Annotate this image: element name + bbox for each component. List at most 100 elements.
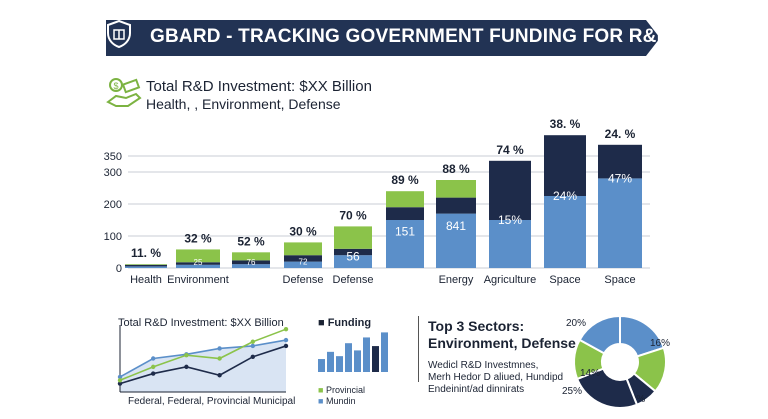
- data-point: [283, 326, 289, 332]
- bar-top-label: 38. %: [550, 117, 581, 131]
- svg-text:$: $: [113, 81, 118, 91]
- bar-segment: [284, 242, 322, 256]
- funding-bar: [327, 351, 334, 372]
- data-point: [217, 373, 222, 378]
- data-point: [250, 354, 255, 360]
- x-tick-label: Space: [549, 274, 580, 286]
- bar-segment: [232, 264, 270, 268]
- legend-item-mundin: ■ Mundin: [318, 396, 356, 406]
- funding-bar: [345, 343, 352, 372]
- data-point: [117, 381, 123, 386]
- y-tick-label: 300: [104, 167, 122, 179]
- y-tick-label: 350: [104, 151, 122, 163]
- top3-title-line1: Top 3 Sectors:: [428, 318, 525, 334]
- bar-top-label: 32 %: [184, 231, 212, 245]
- bar-inner-label: 25: [194, 258, 203, 267]
- bar-inner-label: 72: [299, 257, 308, 266]
- slice-label: 8%: [631, 394, 646, 405]
- bar-segment: [334, 226, 372, 249]
- bar-segment: [436, 213, 476, 268]
- data-point: [151, 371, 156, 376]
- bar-segment: [544, 196, 586, 268]
- y-tick-label: 200: [104, 199, 122, 211]
- data-point: [250, 343, 255, 349]
- shield-icon: [107, 20, 131, 48]
- top3-title: Top 3 Sectors: Environment, Defense: [428, 318, 576, 352]
- top3-body-line2: Merh Hedor D aliued, Hundipd: [428, 372, 564, 383]
- line-area: [120, 340, 286, 392]
- bar-segment: [284, 261, 322, 268]
- data-point: [283, 337, 289, 343]
- y-tick-label: 100: [104, 231, 122, 243]
- bar-inner-label: 47%: [608, 171, 632, 185]
- bar-top-label: 24. %: [605, 127, 636, 141]
- donut-slice: [578, 314, 621, 355]
- legend-label: Mundin: [325, 396, 356, 406]
- legend-item-provincial: ■ Provincial: [318, 385, 365, 395]
- funding-bar: [381, 332, 388, 372]
- series-line: [119, 345, 287, 385]
- x-tick-label: Environment: [167, 274, 229, 286]
- data-point: [117, 374, 123, 380]
- bar-top-label: 11. %: [131, 246, 161, 260]
- data-point: [184, 364, 189, 370]
- bar-inner-label: 76: [247, 258, 256, 267]
- bar-labels: 0 100 200 300 350 11. % Health 32 % 25 Environmen…: [104, 117, 636, 286]
- bar-segment: [232, 252, 270, 261]
- line-chart-title: Total R&D Investment: $XX Billion: [118, 317, 284, 329]
- bar-segment: [334, 255, 372, 268]
- slice-label: 14%: [580, 368, 600, 379]
- bar-top-label: 74 %: [496, 143, 524, 157]
- funding-bar: [336, 356, 343, 372]
- bar-top-label: 88 %: [442, 162, 470, 176]
- top3-title-line2: Environment, Defense: [428, 335, 576, 351]
- series-line: [119, 328, 287, 382]
- data-point: [184, 352, 189, 358]
- funding-bar: [372, 346, 379, 372]
- bar-top-label: 70 %: [339, 208, 367, 222]
- x-tick-label: Agriculture: [484, 274, 537, 286]
- banner-background: [106, 20, 660, 56]
- donut-slice: [575, 367, 639, 409]
- line-chart-xlabel: Federal, Federal, Provincial Municipal: [128, 396, 296, 407]
- bar-segment: [284, 255, 322, 262]
- x-tick-label: Defense: [283, 274, 324, 286]
- bar-segment: [489, 220, 531, 268]
- x-tick-label: Energy: [439, 274, 474, 286]
- data-point: [151, 364, 156, 370]
- bar-segment: [125, 264, 167, 265]
- x-tick-label: Space: [604, 274, 635, 286]
- data-point: [117, 378, 123, 383]
- bar-segment: [436, 180, 476, 198]
- data-point: [217, 356, 222, 361]
- slice-label: 20%: [566, 318, 586, 329]
- x-tick-label: Defense: [333, 274, 374, 286]
- funding-bar: [318, 359, 325, 372]
- slice-label: 25%: [562, 386, 582, 397]
- bar-segment: [544, 135, 586, 196]
- bar-inner-label: 841: [446, 219, 466, 233]
- data-point: [283, 343, 289, 349]
- bar-segment: [598, 144, 642, 179]
- top3-body-line3: Endeinint/ad dinnirats: [428, 384, 525, 395]
- data-point: [151, 356, 156, 361]
- summary-subtitle: Health, , Environment, Defense: [146, 96, 341, 112]
- top3-body: Wedicl R&D Investmnes, Merh Hedor D aliu…: [428, 360, 563, 396]
- data-point: [217, 346, 222, 351]
- bar-segment: [334, 248, 372, 256]
- bar-inner-label: 24%: [553, 189, 577, 203]
- funding-bar: [363, 337, 370, 372]
- bar-top-label: 30 %: [289, 224, 317, 238]
- bar-segment: [386, 207, 424, 220]
- summary-title: Total R&D Investment: $XX Billion: [146, 78, 372, 95]
- y-tick-label: 0: [116, 263, 122, 275]
- bar-top-label: 52 %: [237, 234, 265, 248]
- bar-segment: [125, 264, 167, 267]
- bar-segment: [176, 249, 220, 263]
- bar-inner-label: 15%: [498, 213, 522, 227]
- bar-segment: [436, 197, 476, 214]
- header-banner: GBARD - TRACKING GOVERNMENT FUNDING FOR …: [106, 20, 670, 56]
